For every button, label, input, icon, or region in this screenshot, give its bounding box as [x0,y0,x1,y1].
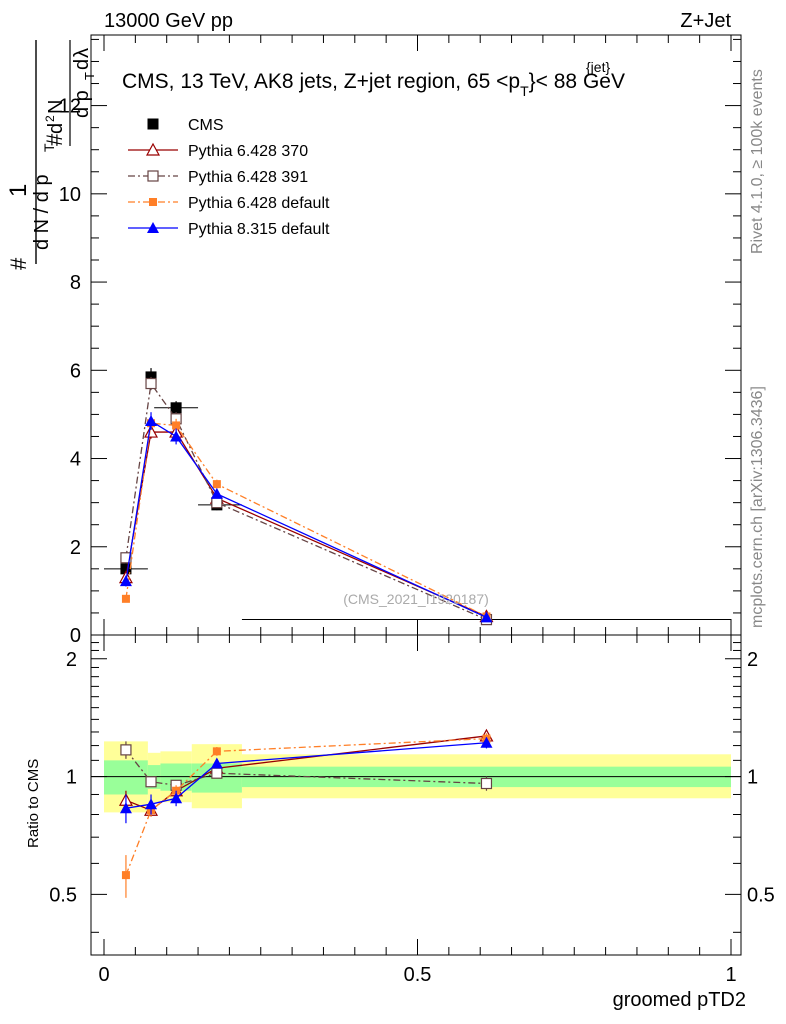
ratio-point [210,757,223,769]
legend-label-2: Pythia 6.428 391 [188,169,308,186]
ylabel-dlambda-lambda: λ [71,48,93,58]
ylabel-dpt: d p [71,90,93,118]
main-point [121,594,130,603]
main-ytick-label-3: 6 [70,360,81,382]
legend-marker-3 [149,198,157,206]
plot-title-suffix: }< 88 GeV [529,70,625,93]
rivet-version-label: Rivet 4.1.0, ≥ 100k events [749,69,766,254]
ylabel-denominator: d N / d p [31,174,53,250]
main-series-line-4 [125,419,487,618]
legend-label-1: Pythia 6.428 370 [188,143,308,160]
ylabel-hash-1: # [6,257,31,270]
ratio-point [170,792,183,804]
ratio-xtick-label-1: 0.5 [404,964,432,986]
main-ytick-label-1: 2 [70,537,81,559]
ratio-ytick-label-left-0: 0.5 [49,884,77,906]
plot-title-sub: T [520,83,529,99]
x-axis-label: groomed pTD2 [613,989,746,1011]
main-ytick-label-0: 0 [70,625,81,647]
main-point [120,563,132,575]
ratio-series-3 [119,736,493,824]
legend-label-3: Pythia 6.428 default [188,195,330,212]
legend-marker-2 [147,170,159,182]
main-series-line-1 [125,431,487,618]
main-point [212,480,221,489]
header-left-title: 13000 GeV pp [104,10,233,32]
ratio-xtick-label-0: 0 [98,964,109,986]
ratio-axes: 0 0.5 1 0.5 0.5 1 1 2 2 [49,635,775,986]
ratio-ytick-label-right-1: 1 [747,767,758,789]
header-right-title: Z+Jet [680,10,731,32]
main-series-line-2 [125,381,487,621]
main-ytick-label-4: 8 [70,272,81,294]
analysis-watermark: (CMS_2021_I1920187) [343,591,489,607]
main-ytick-label-2: 4 [70,449,81,471]
legend-label-4: Pythia 8.315 default [188,221,330,238]
ylabel-hash-2: # [42,133,67,146]
ylabel-denominator-sub: T [41,143,57,152]
main-series-2 [120,376,493,626]
main-point [144,424,159,438]
ratio-xtick-label-2: 1 [725,964,736,986]
ylabel-dpt-sub: T [82,72,97,80]
main-y-axis-label: # 1 d N / d p T # d 2 N d p T d λ [5,40,97,270]
ylabel-one: 1 [5,184,32,197]
main-series-3 [121,416,491,621]
ratio-point [120,744,132,756]
ratio-band-green-0 [104,760,148,795]
ratio-point [121,871,130,880]
ratio-point [480,736,493,748]
ratio-point [119,802,132,814]
ratio-point [145,776,157,788]
main-ytick-label-5: 10 [59,184,81,206]
ratio-point [480,777,493,790]
plot-title: CMS, 13 TeV, AK8 jets, Z+jet region, 65 … [122,70,625,99]
mcplots-label: mcplots.cern.ch [arXiv:1306.3436] [749,386,766,628]
ylabel-dlambda-d: d [71,59,93,70]
legend-marker-4 [147,222,159,233]
main-point [210,487,223,499]
legend-marker-1 [145,142,161,156]
main-point [211,497,223,509]
main-series-4 [119,412,493,623]
main-point [170,430,183,442]
ratio-point [145,798,158,810]
ratio-panel-frame [90,634,742,956]
main-point [145,415,158,427]
plot-title-sup: {jet} [586,59,610,75]
legend: CMS Pythia 6.428 370 Pythia 6.428 391 Pythi… [128,117,330,238]
legend-label-0: CMS [188,117,224,134]
ratio-ytick-label-right-2: 2 [747,649,758,671]
ratio-y-axis-label: Ratio to CMS [25,759,42,848]
ratio-point [212,747,221,756]
ratio-point [211,767,223,779]
main-point [119,575,132,587]
main-point [172,421,181,430]
ratio-series-group [118,728,494,898]
main-point [145,377,157,390]
main-point [120,552,132,564]
ylabel-n: N [45,100,67,114]
ratio-ytick-label-left-2: 2 [66,649,77,671]
plot-title-prefix: CMS, 13 TeV, AK8 jets, Z+jet region, 65 … [122,70,520,93]
main-point [170,402,182,414]
main-point [480,611,493,623]
ratio-ytick-label-right-0: 0.5 [747,884,775,906]
ylabel-d: d [45,123,67,134]
main-series-group [104,368,731,626]
legend-marker-0 [147,118,159,130]
ylabel-exponent: 2 [43,115,57,122]
main-series-line-3 [125,422,487,618]
ratio-ytick-label-left-1: 1 [66,767,77,789]
